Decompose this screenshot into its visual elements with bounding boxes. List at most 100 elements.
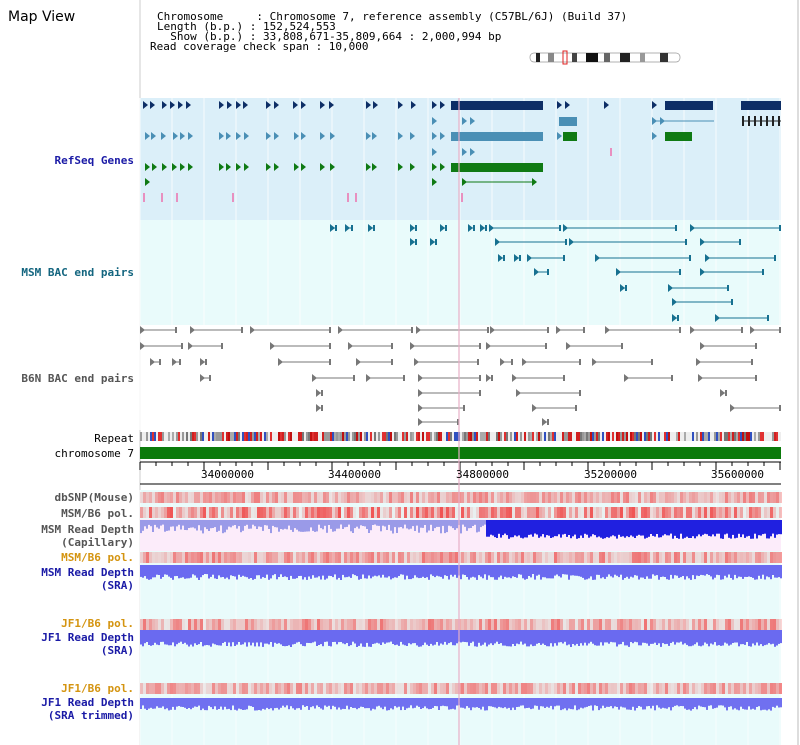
snp-density-cell: [710, 507, 713, 518]
snp-density-cell: [620, 683, 623, 694]
depth-bar: [610, 698, 612, 707]
depth-bar: [632, 630, 634, 644]
depth-bar: [410, 698, 412, 706]
depth-bar: [212, 565, 214, 575]
depth-bar: [452, 698, 454, 709]
snp-density-cell: [422, 683, 425, 694]
snp-density-cell: [413, 619, 416, 630]
depth-bar: [654, 565, 656, 576]
repeat-track[interactable]: [140, 432, 781, 441]
snp-density-cell: [383, 683, 386, 694]
track-label-jf1-depth-trimmed[interactable]: JF1 Read Depth: [41, 696, 134, 709]
snp-density-cell: [236, 507, 239, 518]
repeat-element: [646, 432, 648, 441]
depth-bar: [730, 565, 732, 578]
depth-bar: [712, 698, 714, 709]
repeat-element: [658, 432, 660, 441]
repeat-element: [624, 432, 626, 441]
snp-density-cell: [692, 552, 695, 563]
gene-exon: [188, 163, 193, 171]
depth-bar: [442, 698, 444, 706]
track-label-msm-bac[interactable]: MSM BAC end pairs: [21, 266, 134, 279]
depth-bar: [580, 630, 582, 644]
snp-density-cell: [611, 507, 614, 518]
depth-bar: [152, 520, 154, 532]
depth-bar: [726, 565, 728, 578]
depth-bar: [676, 630, 678, 643]
snp-density-cell: [596, 507, 599, 518]
depth-bar: [510, 698, 512, 711]
depth-bar: [314, 698, 316, 709]
repeat-element: [466, 432, 468, 441]
depth-bar: [382, 698, 384, 710]
track-label-msm-b6-pol[interactable]: MSM/B6 pol.: [61, 507, 134, 520]
snp-density-cell: [755, 492, 758, 503]
track-label-b6n-bac[interactable]: B6N BAC end pairs: [21, 372, 134, 385]
repeat-element: [298, 432, 300, 441]
repeat-element: [724, 432, 726, 441]
track-label-msm-depth-capillary[interactable]: MSM Read Depth: [41, 523, 134, 536]
snp-density-cell: [701, 552, 704, 563]
chromosome-bar[interactable]: [140, 447, 781, 459]
snp-density-cell: [320, 619, 323, 630]
depth-bar: [728, 630, 730, 646]
track-label-msm-depth-sra[interactable]: MSM Read Depth: [41, 566, 134, 579]
depth-bar: [468, 630, 470, 646]
snp-density-cell: [173, 507, 176, 518]
snp-density-cell: [674, 492, 677, 503]
depth-bar: [384, 565, 386, 578]
depth-bar: [152, 698, 154, 709]
depth-bar: [152, 630, 154, 646]
ideogram-band: [586, 53, 598, 62]
depth-bar: [630, 698, 632, 710]
gene-exon: [410, 163, 415, 171]
b6n-bac-pair-end: [532, 404, 537, 412]
b6n-bac-track[interactable]: [140, 326, 781, 426]
depth-bar: [446, 698, 448, 707]
depth-bar: [686, 630, 688, 645]
depth-bar: [434, 630, 436, 645]
depth-bar: [692, 520, 694, 537]
depth-bar: [224, 520, 226, 533]
snp-density-cell: [746, 683, 749, 694]
gene-exon: [462, 117, 467, 125]
snp-density-cell: [236, 552, 239, 563]
depth-bar: [290, 565, 292, 576]
depth-bar: [768, 520, 770, 539]
chromosome-ideogram[interactable]: [529, 50, 681, 65]
b6n-bac-pair-end: [205, 359, 207, 365]
snp-density-cell: [500, 507, 503, 518]
repeat-element: [248, 432, 250, 441]
depth-bar: [712, 565, 714, 580]
snp-density-cell: [461, 683, 464, 694]
snp-density-cell: [695, 619, 698, 630]
track-label-jf1-depth-sra[interactable]: JF1 Read Depth: [41, 631, 134, 644]
depth-bar: [736, 630, 738, 643]
depth-bar: [640, 630, 642, 646]
depth-bar: [474, 630, 476, 647]
depth-bar: [776, 565, 778, 578]
depth-bar: [294, 698, 296, 710]
track-label-dbsnp[interactable]: dbSNP(Mouse): [54, 491, 134, 504]
track-label-refseq[interactable]: RefSeq Genes: [54, 154, 134, 167]
refseq-genes-track[interactable]: [143, 101, 781, 202]
depth-bar: [472, 698, 474, 708]
depth-bar: [724, 520, 726, 535]
read-depth-tracks[interactable]: [140, 520, 782, 711]
snp-density-cell: [629, 492, 632, 503]
snp-density-cell: [329, 552, 332, 563]
snp-density-cell: [320, 507, 323, 518]
gene-exon: [162, 101, 167, 109]
track-label-jf1-b6-pol[interactable]: JF1/B6 pol.: [61, 617, 134, 630]
depth-bar: [156, 565, 158, 575]
snp-density-cell: [776, 552, 779, 563]
repeat-element: [418, 432, 420, 441]
track-label-msm-b6-pol-2[interactable]: MSM/B6 pol.: [61, 551, 134, 564]
snp-density-cell: [665, 507, 668, 518]
snp-density-cell: [545, 683, 548, 694]
track-label-jf1-b6-pol-2[interactable]: JF1/B6 pol.: [61, 682, 134, 695]
msm-bac-track[interactable]: [330, 224, 781, 322]
depth-bar: [258, 520, 260, 527]
depth-bar: [488, 630, 490, 645]
